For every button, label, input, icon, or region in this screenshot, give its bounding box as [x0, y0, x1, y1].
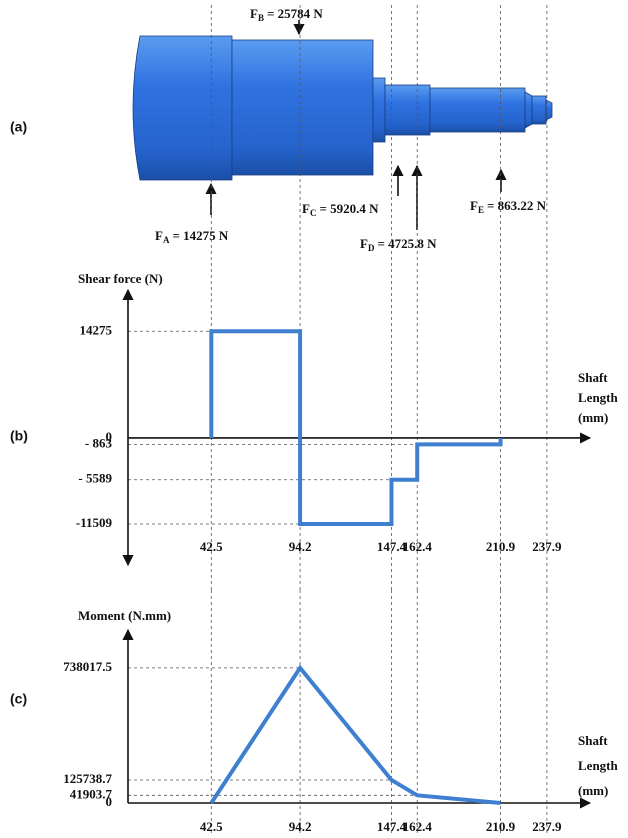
y-axis-title: Shear force (N) — [78, 271, 163, 286]
x-axis-title: Shaft Length (mm) — [578, 728, 628, 803]
x-tick-label: 162.4 — [403, 819, 433, 834]
x-tick-label: 210.9 — [486, 819, 516, 834]
x-tick-label: 94.2 — [289, 539, 312, 554]
x-tick-label: 210.9 — [486, 539, 516, 554]
x-tick-label: 42.5 — [200, 539, 223, 554]
figure-canvas: (a) FB= 25784 N FA= 14275 N FC= 5920.4 N… — [0, 0, 628, 838]
shaft — [133, 36, 552, 180]
panel-label: (c) — [10, 691, 27, 707]
force-label: FE= 863.22 N — [470, 198, 547, 215]
y-tick-label: 0 — [106, 794, 113, 809]
x-tick-label: 94.2 — [289, 819, 312, 834]
y-tick-label: 125738.7 — [63, 771, 112, 786]
y-tick-label: 14275 — [80, 322, 113, 337]
x-tick-label: 237.9 — [532, 819, 562, 834]
y-tick-label: - 863 — [85, 435, 113, 450]
force-label: FA= 14275 N — [155, 228, 229, 245]
y-tick-label: 738017.5 — [63, 659, 112, 674]
y-tick-label: - 5589 — [78, 471, 112, 486]
x-axis-title: Shaft Length (mm) — [578, 368, 628, 428]
figure: (a) FB= 25784 N FA= 14275 N FC= 5920.4 N… — [0, 0, 628, 838]
data-line — [211, 331, 500, 524]
x-tick-label: 162.4 — [403, 539, 433, 554]
data-line — [211, 668, 500, 803]
y-tick-label: -11509 — [76, 515, 113, 530]
force-label: FD= 4725.8 N — [360, 236, 437, 253]
y-axis-title: Moment (N.mm) — [78, 608, 171, 623]
panel-label: (a) — [10, 119, 27, 135]
panel-label: (b) — [10, 428, 28, 444]
x-tick-label: 237.9 — [532, 539, 562, 554]
force-label: FC= 5920.4 N — [302, 201, 379, 218]
x-tick-label: 42.5 — [200, 819, 223, 834]
force-label: FB= 25784 N — [250, 6, 323, 23]
